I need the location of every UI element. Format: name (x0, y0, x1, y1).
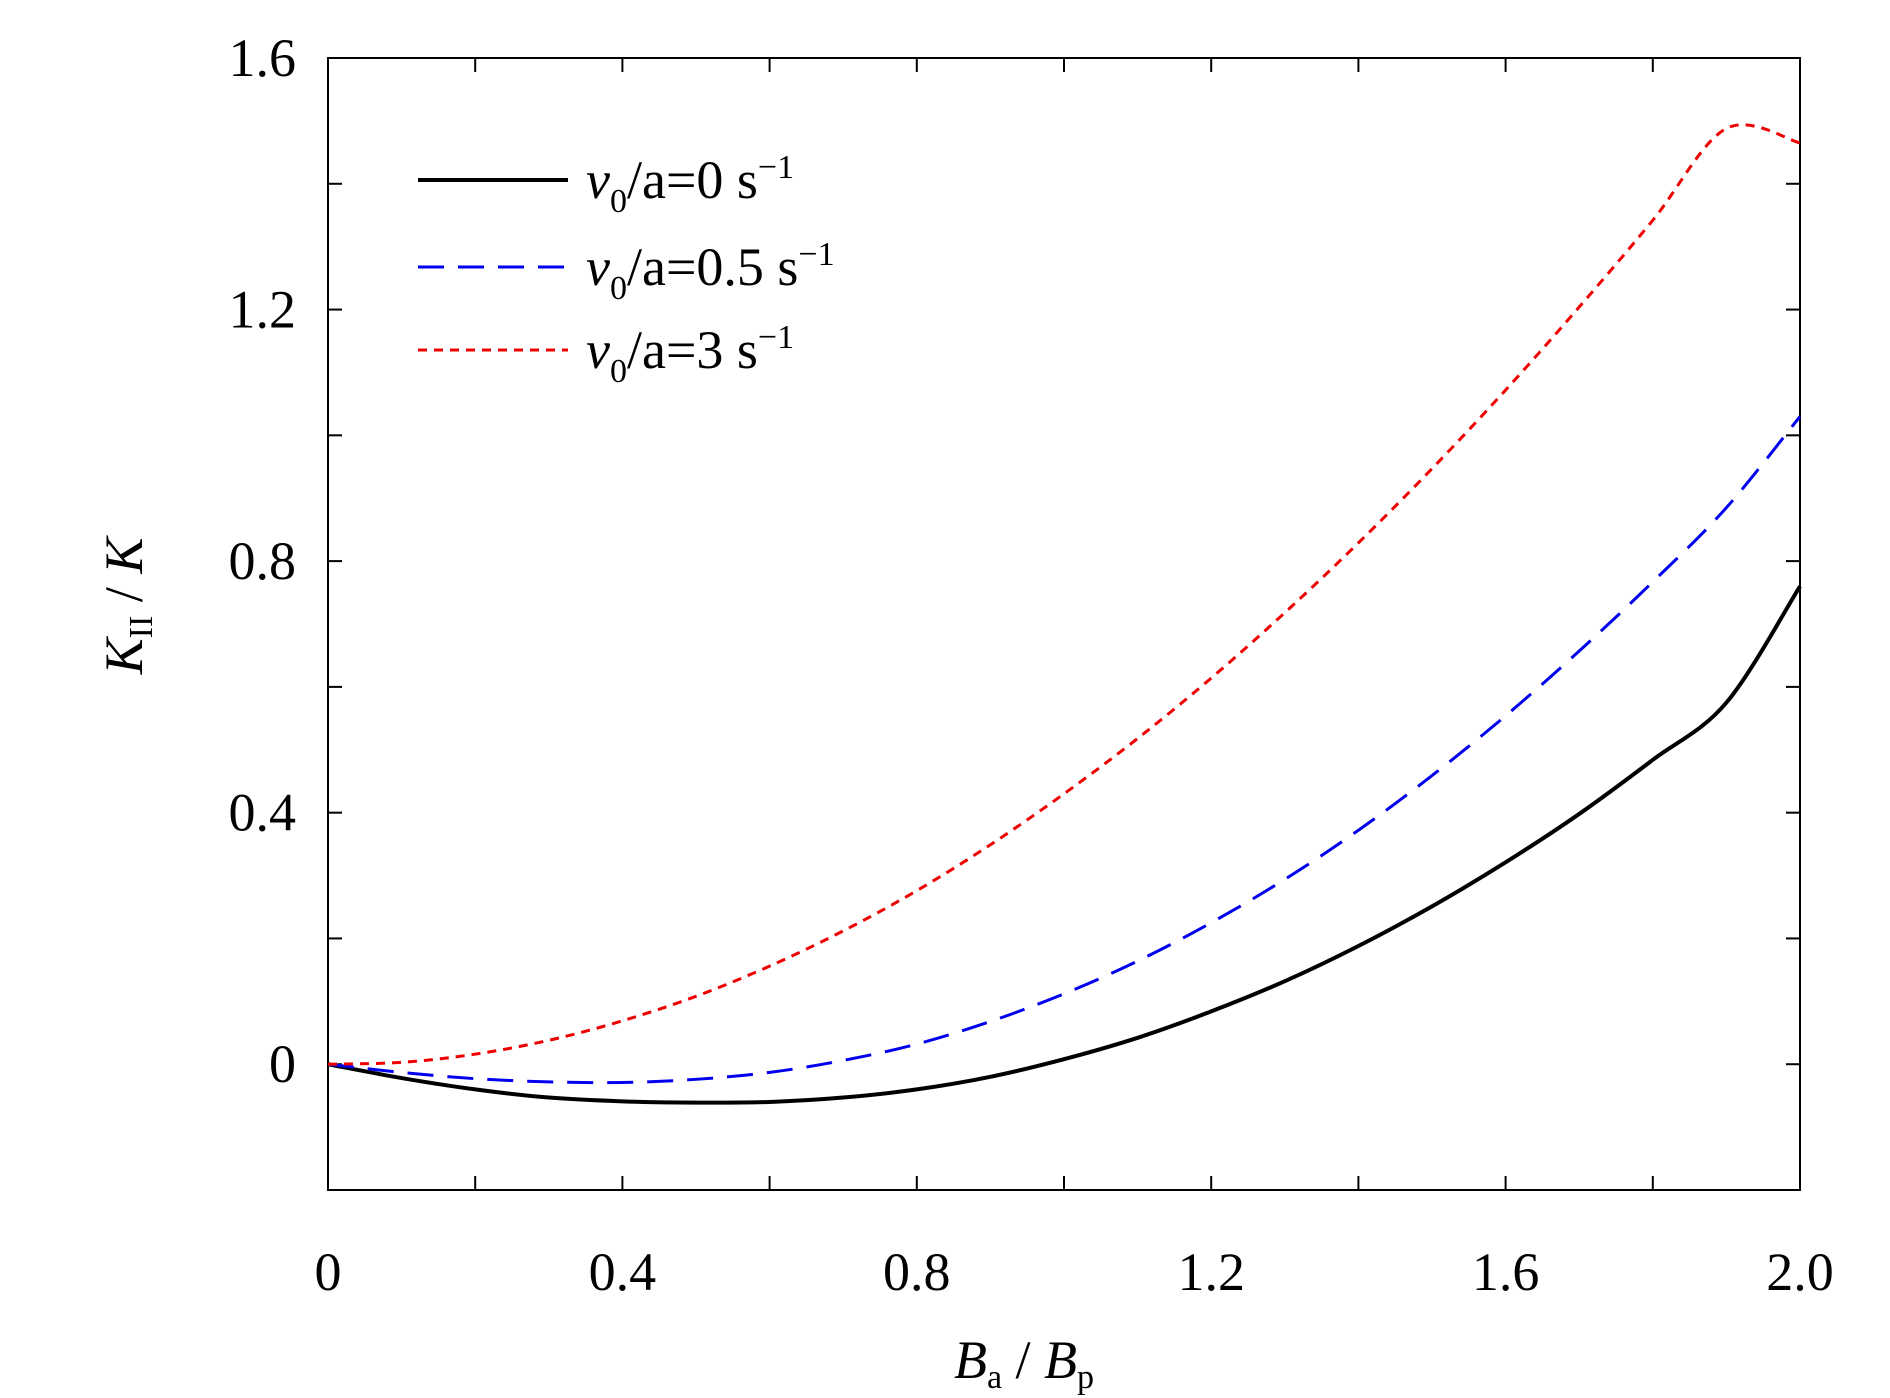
y-tick-label: 1.6 (229, 28, 297, 88)
legend-label-2: v0/a=0.5 s−1 (586, 236, 835, 307)
series-line-3 (327, 123, 1801, 1066)
y-tick-label: 1.2 (229, 280, 297, 340)
x-tick-label: 1.2 (1177, 1242, 1245, 1302)
legend-label-3: v0/a=3 s−1 (586, 319, 794, 390)
x-tick-label: 0 (315, 1242, 342, 1302)
tick-labels: 0 0.4 0.8 1.2 1.6 2.0 0 0.4 0.8 1.2 1.6 (229, 28, 1834, 1302)
legend-label-1: v0/a=0 s−1 (586, 149, 794, 220)
legend: v0/a=0 s−1 v0/a=0.5 s−1 v0/a=3 s−1 (418, 149, 835, 390)
x-tick-label: 1.6 (1472, 1242, 1540, 1302)
y-axis-title: KII / K (94, 535, 160, 676)
x-tick-label: 2.0 (1766, 1242, 1834, 1302)
y-tick-label: 0.8 (229, 531, 297, 591)
series-lines (327, 123, 1802, 1105)
x-tick-label: 0.8 (883, 1242, 951, 1302)
plot-area-border (327, 57, 1801, 1191)
y-tick-label: 0 (269, 1034, 296, 1094)
x-axis-title: Ba / Bp (954, 1330, 1094, 1396)
plot-frame (327, 57, 1801, 1191)
ticks (327, 57, 1801, 1191)
y-tick-label: 0.4 (229, 783, 297, 843)
x-tick-label: 0.4 (589, 1242, 657, 1302)
series-line-2 (327, 415, 1802, 1085)
series-line-1 (327, 585, 1802, 1105)
